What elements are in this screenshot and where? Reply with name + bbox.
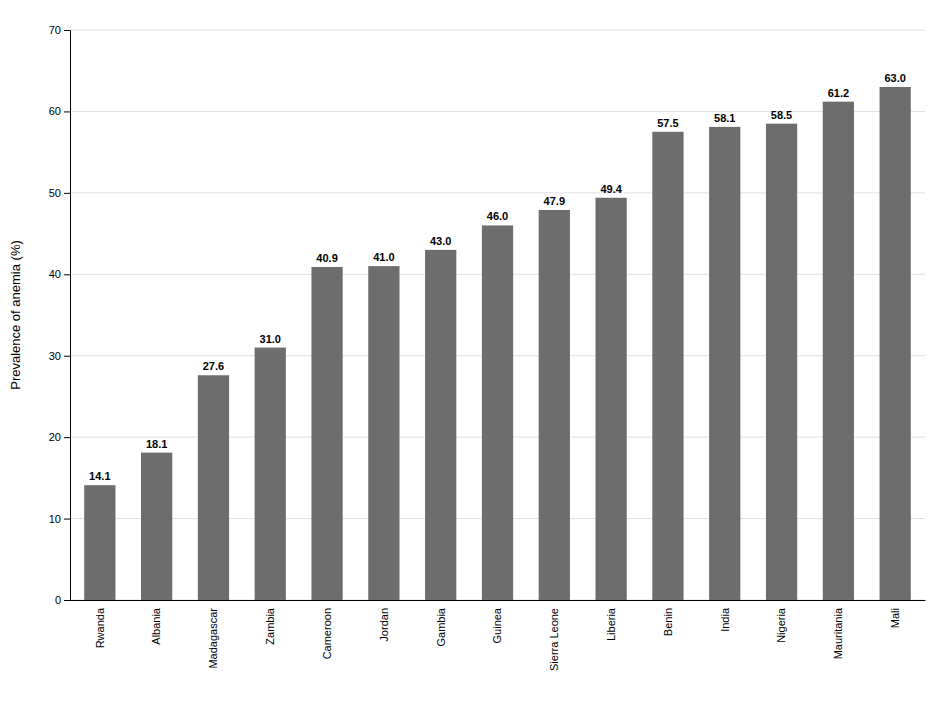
tick-label: Zambia xyxy=(264,607,276,645)
tick-mark xyxy=(64,437,70,438)
tick: India xyxy=(719,607,731,632)
bar xyxy=(823,102,854,600)
tick-mark xyxy=(64,356,70,357)
bar xyxy=(311,267,342,600)
tick: 50 xyxy=(49,187,70,199)
tick: Guinea xyxy=(491,607,503,643)
bar xyxy=(880,87,911,600)
tick-label: Mali xyxy=(889,608,901,628)
tick-mark xyxy=(64,193,70,194)
tick: 10 xyxy=(49,513,70,525)
data-labels: 14.1 18.1 27.6 31.0 40.9 41.0 43.0 46.0 47.9 49.4… xyxy=(89,72,906,482)
y-axis: 0 10 20 30 40 50 60 70 xyxy=(49,24,71,606)
tick-label: 0 xyxy=(55,594,61,606)
tick: 70 xyxy=(49,24,70,36)
tick: Benin xyxy=(662,608,674,636)
data-label: 43.0 xyxy=(430,235,451,247)
tick: 40 xyxy=(49,268,70,280)
tick: Sierra Leone xyxy=(548,608,560,671)
tick: 0 xyxy=(55,594,70,606)
data-label: 41.0 xyxy=(373,251,394,263)
bar xyxy=(425,250,456,600)
tick: 60 xyxy=(49,105,70,117)
tick-label: India xyxy=(719,607,731,632)
tick: Gambia xyxy=(435,607,447,646)
tick-label: Gambia xyxy=(435,607,447,646)
axis-line xyxy=(64,31,71,601)
data-label: 31.0 xyxy=(260,333,281,345)
tick: Madagascar xyxy=(207,608,219,669)
tick-label: 60 xyxy=(49,105,61,117)
axis-line xyxy=(71,600,926,601)
tick-label: 40 xyxy=(49,268,61,280)
data-label: 57.5 xyxy=(657,117,678,129)
bar xyxy=(141,453,172,600)
grid-line xyxy=(70,111,925,112)
tick: Mauritania xyxy=(832,607,844,659)
tick: Albania xyxy=(150,607,162,645)
tick-label: 10 xyxy=(49,513,61,525)
data-label: 27.6 xyxy=(203,360,224,372)
tick-label: Madagascar xyxy=(207,608,219,669)
bar xyxy=(368,266,399,600)
bars xyxy=(84,87,911,600)
tick-label: 20 xyxy=(49,431,61,443)
chart-svg: 14.1 18.1 27.6 31.0 40.9 41.0 43.0 46.0 47.9 49.4… xyxy=(0,0,949,705)
data-label: 18.1 xyxy=(146,438,167,450)
tick-mark xyxy=(64,30,70,31)
tick: Liberia xyxy=(605,607,617,641)
data-label: 58.5 xyxy=(771,109,792,121)
tick-label: Liberia xyxy=(605,607,617,641)
bar xyxy=(198,375,229,600)
bar xyxy=(652,132,683,600)
data-label: 14.1 xyxy=(89,470,110,482)
tick: Jordan xyxy=(378,608,390,642)
tick-mark xyxy=(64,274,70,275)
tick-label: Cameroon xyxy=(321,608,333,659)
bar xyxy=(255,348,286,600)
tick: Cameroon xyxy=(321,608,333,659)
tick: 30 xyxy=(49,350,70,362)
tick-label: Guinea xyxy=(491,607,503,643)
tick-label: Mauritania xyxy=(832,607,844,659)
grid xyxy=(70,30,925,600)
tick-label: Rwanda xyxy=(94,607,106,648)
tick: Zambia xyxy=(264,607,276,645)
bar xyxy=(84,485,115,600)
tick-label: Nigeria xyxy=(775,607,787,643)
y-axis-title: Prevalence of anemia (%) xyxy=(8,240,23,390)
tick: 20 xyxy=(49,431,70,443)
chart-container: 14.1 18.1 27.6 31.0 40.9 41.0 43.0 46.0 47.9 49.4… xyxy=(0,0,949,705)
tick-mark xyxy=(64,519,70,520)
tick-label: Jordan xyxy=(378,608,390,642)
grid-line xyxy=(70,30,925,31)
bar xyxy=(482,225,513,600)
tick: Nigeria xyxy=(775,607,787,643)
tick-label: Albania xyxy=(150,607,162,645)
data-label: 61.2 xyxy=(828,87,849,99)
data-label: 47.9 xyxy=(544,195,565,207)
x-axis: Rwanda Albania Madagascar Zambia Cameroon Jor… xyxy=(71,601,926,672)
data-label: 49.4 xyxy=(600,183,622,195)
bar xyxy=(595,198,626,600)
bar xyxy=(539,210,570,600)
tick: Mali xyxy=(889,608,901,628)
data-label: 63.0 xyxy=(884,72,905,84)
data-label: 46.0 xyxy=(487,210,508,222)
tick-mark xyxy=(64,600,70,601)
tick-label: 70 xyxy=(49,24,61,36)
data-label: 58.1 xyxy=(714,112,735,124)
data-label: 40.9 xyxy=(316,252,337,264)
tick: Rwanda xyxy=(94,607,106,648)
tick-label: Sierra Leone xyxy=(548,608,560,671)
tick-label: 30 xyxy=(49,350,61,362)
tick-mark xyxy=(64,111,70,112)
tick-label: 50 xyxy=(49,187,61,199)
plot: 14.1 18.1 27.6 31.0 40.9 41.0 43.0 46.0 47.9 49.4… xyxy=(49,24,926,671)
bar xyxy=(709,127,740,600)
tick-label: Benin xyxy=(662,608,674,636)
bar xyxy=(766,124,797,600)
